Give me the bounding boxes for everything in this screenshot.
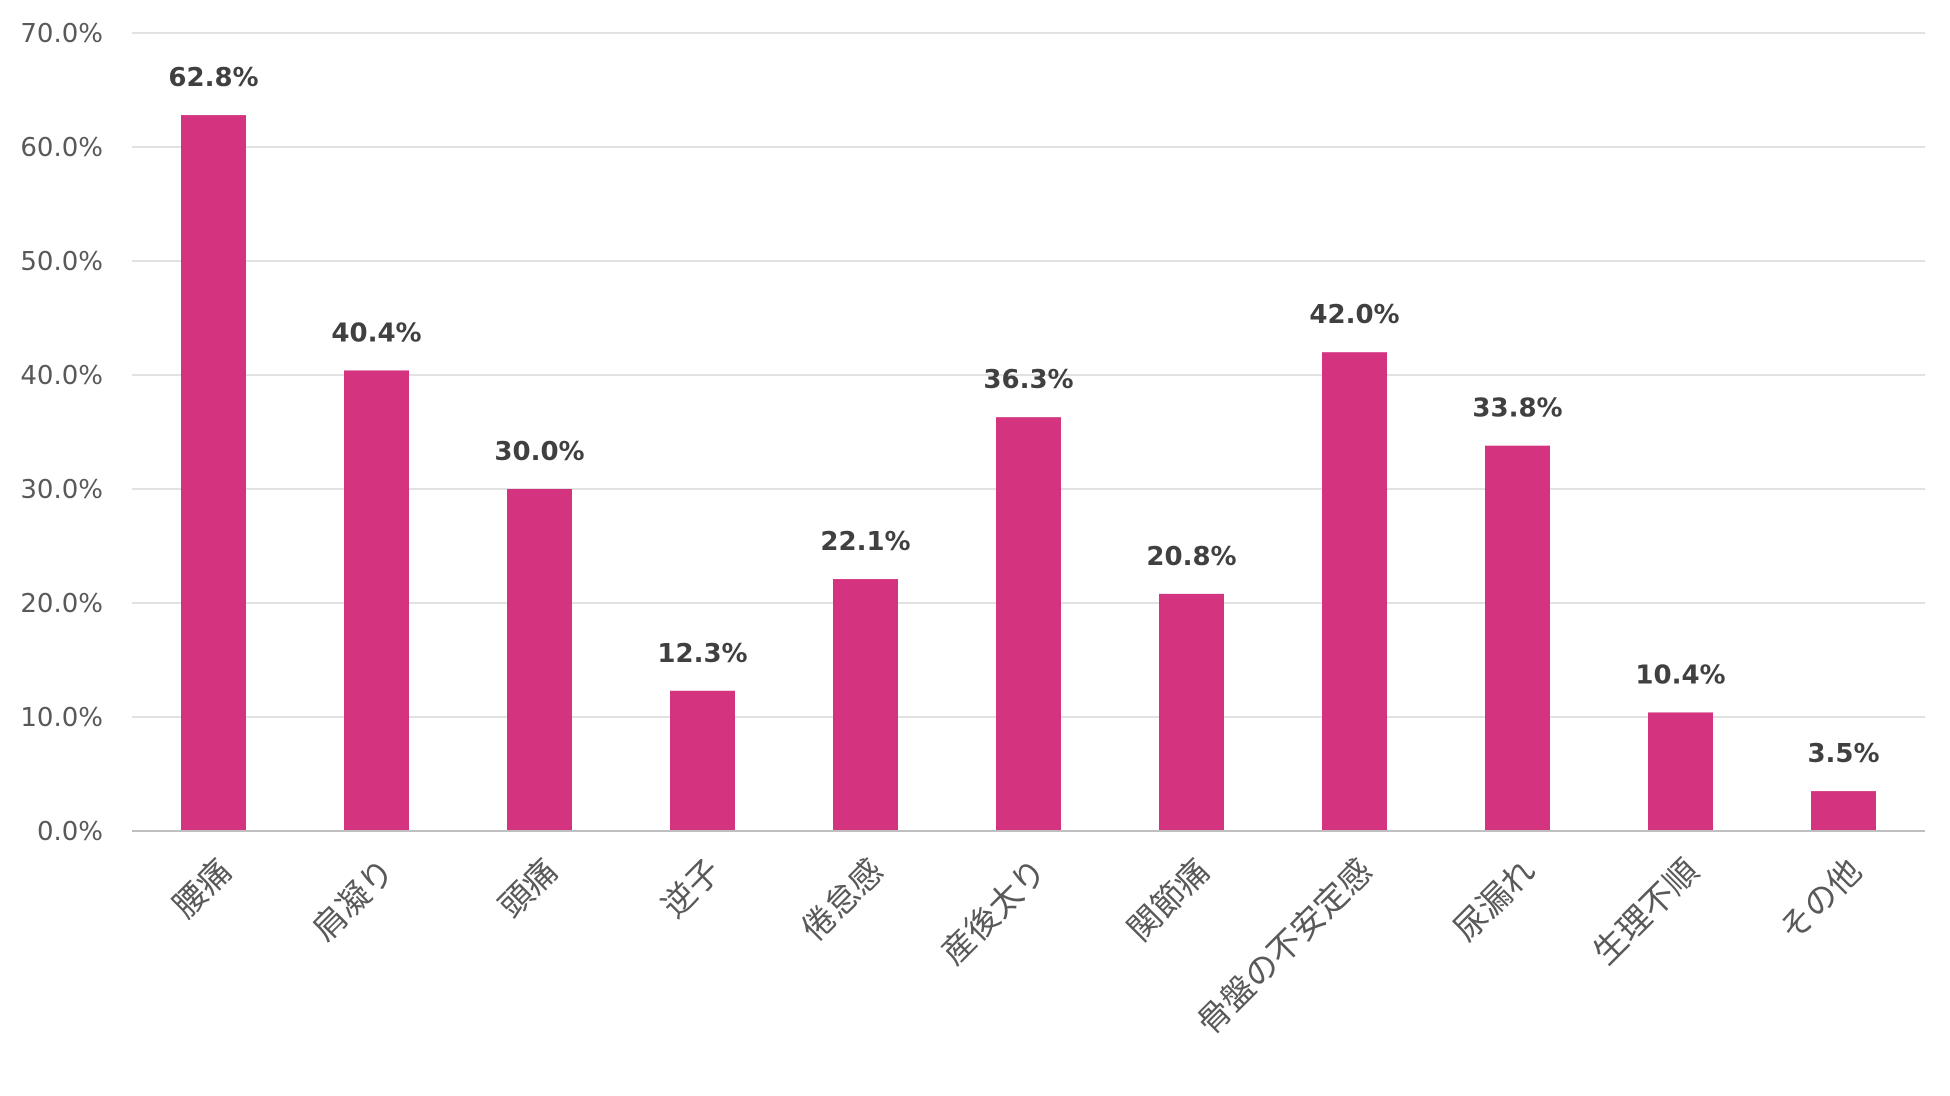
x-tick-label: 骨盤の不安定感 <box>1189 851 1380 1042</box>
y-tick-label: 0.0% <box>37 817 103 847</box>
data-label: 20.8% <box>1146 542 1236 572</box>
bar <box>996 417 1061 831</box>
bar <box>670 690 735 831</box>
data-label: 33.8% <box>1472 394 1562 424</box>
data-labels: 62.8% 40.4% 30.0% 12.3% 22.1% 36.3% 20.8% 42.0%… <box>168 63 1879 769</box>
y-tick-label: 40.0% <box>20 361 103 391</box>
x-tick-label: 逆子 <box>654 851 728 925</box>
y-tick-label: 10.0% <box>20 703 103 733</box>
x-tick-label: その他 <box>1772 851 1870 949</box>
x-tick-label: 尿漏れ <box>1446 851 1544 949</box>
bar <box>181 115 246 831</box>
data-label: 30.0% <box>494 437 584 467</box>
y-tick-label: 70.0% <box>20 19 103 49</box>
bar <box>1485 445 1550 831</box>
data-label: 12.3% <box>657 639 747 669</box>
bar <box>833 579 898 831</box>
bars <box>181 115 1876 831</box>
data-label: 42.0% <box>1309 300 1399 330</box>
y-tick-label: 20.0% <box>20 589 103 619</box>
bar <box>1648 712 1713 831</box>
data-label: 62.8% <box>168 63 258 93</box>
bar <box>344 370 409 831</box>
y-tick-label: 50.0% <box>20 247 103 277</box>
x-tick-label: 腰痛 <box>165 851 239 925</box>
x-tick-label: 生理不順 <box>1585 851 1706 972</box>
x-tick-label: 関節痛 <box>1120 851 1218 949</box>
data-label: 40.4% <box>331 318 421 348</box>
x-tick-label: 産後太り <box>933 851 1054 972</box>
data-label: 22.1% <box>820 527 910 557</box>
data-label: 3.5% <box>1807 739 1879 769</box>
x-tick-label: 頭痛 <box>491 851 565 925</box>
bar <box>1322 352 1387 831</box>
bar <box>507 489 572 831</box>
y-tick-label: 30.0% <box>20 475 103 505</box>
data-label: 10.4% <box>1635 660 1725 690</box>
data-label: 36.3% <box>983 365 1073 395</box>
bar <box>1811 791 1876 831</box>
y-axis-ticks: 0.0% 10.0% 20.0% 30.0% 40.0% 50.0% 60.0% 70.0% <box>20 19 103 847</box>
x-tick-label: 倦怠感 <box>794 851 892 949</box>
bar <box>1159 593 1224 831</box>
y-tick-label: 60.0% <box>20 133 103 163</box>
x-tick-label: 肩凝り <box>305 851 403 949</box>
